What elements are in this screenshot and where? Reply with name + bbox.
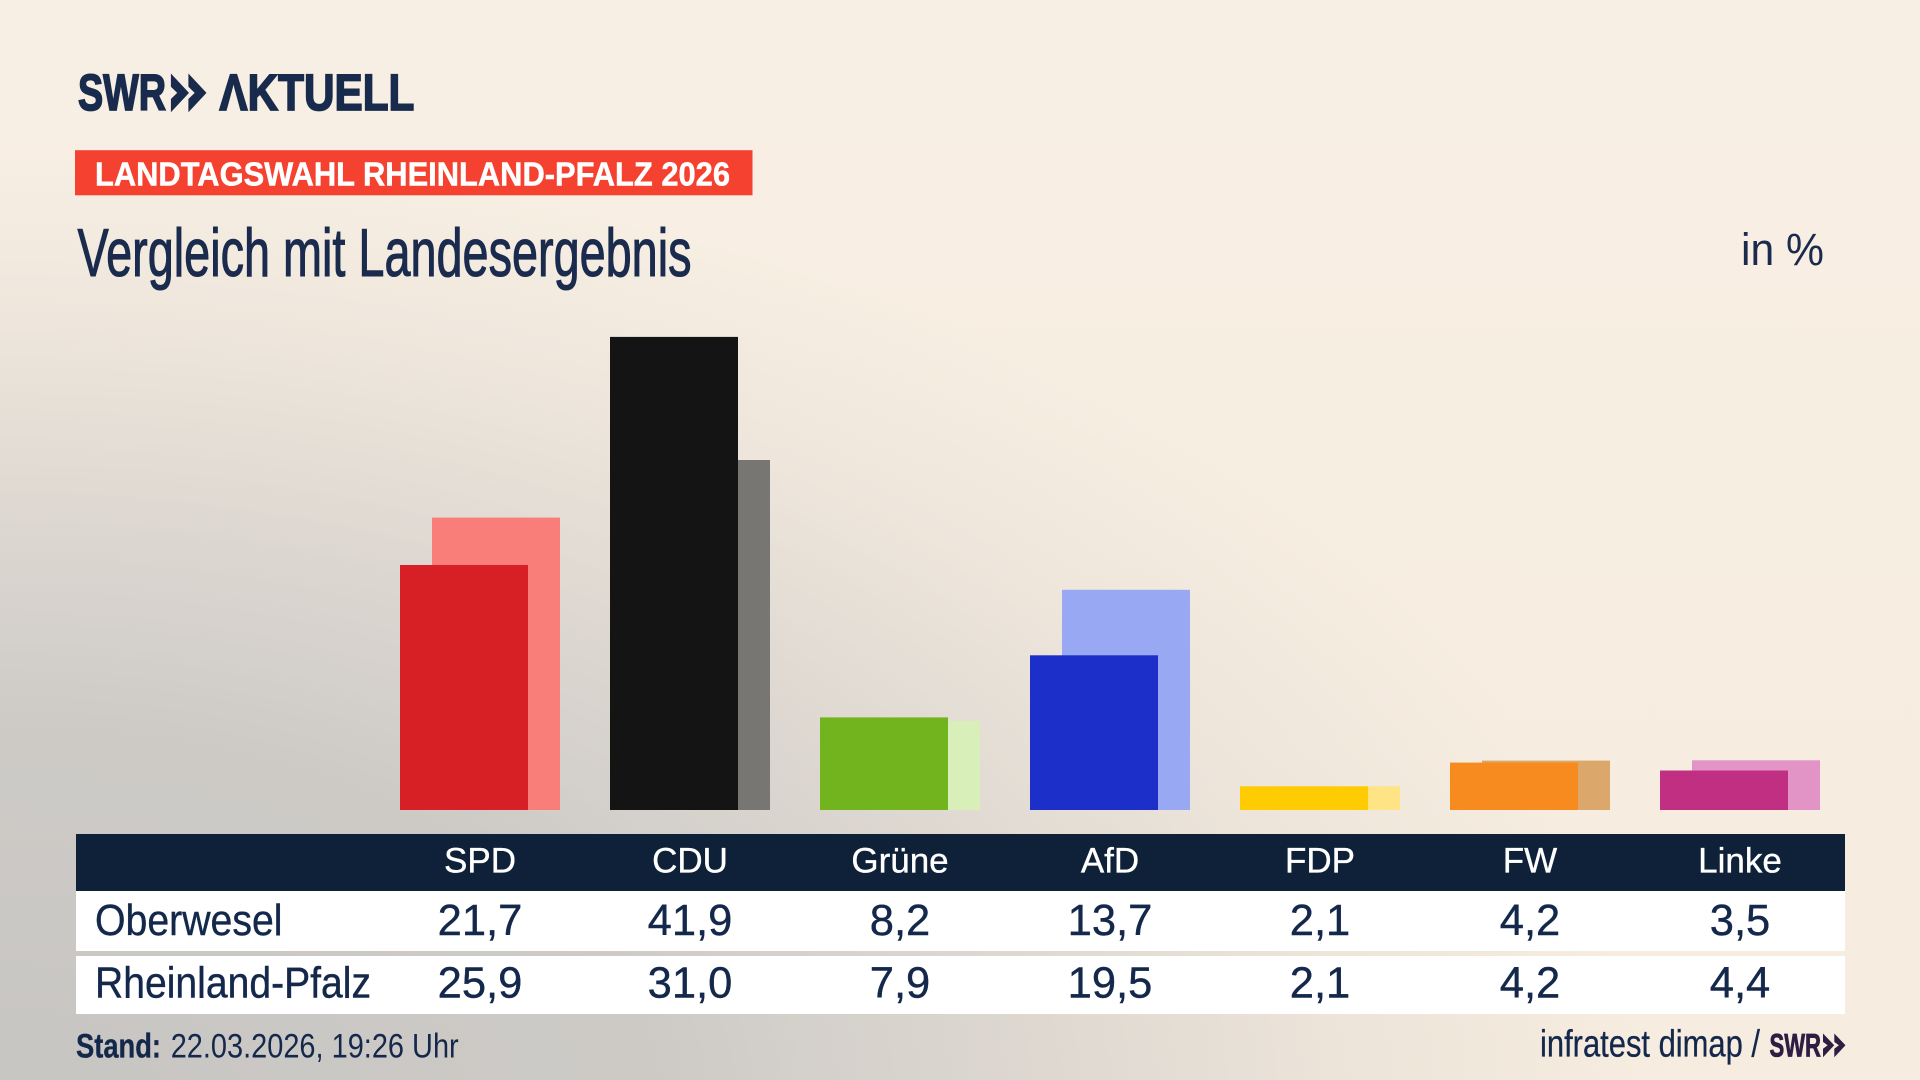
- svg-text:19,5: 19,5: [1068, 960, 1153, 1008]
- svg-text:SWR: SWR: [1770, 1028, 1822, 1064]
- svg-text:ΛKTUELL: ΛKTUELL: [219, 64, 414, 121]
- svg-text:2,1: 2,1: [1290, 960, 1350, 1008]
- svg-text:Vergleich mit Landesergebnis: Vergleich mit Landesergebnis: [78, 216, 692, 291]
- svg-text:4,2: 4,2: [1500, 960, 1560, 1008]
- svg-text:SPD: SPD: [444, 842, 516, 881]
- svg-text:3,5: 3,5: [1710, 897, 1770, 945]
- svg-text:Rheinland-Pfalz: Rheinland-Pfalz: [95, 960, 371, 1008]
- svg-text:25,9: 25,9: [438, 960, 523, 1008]
- svg-text:SWR: SWR: [78, 64, 166, 121]
- svg-text:Stand:: Stand:: [76, 1028, 161, 1066]
- svg-text:13,7: 13,7: [1068, 897, 1153, 945]
- svg-text:21,7: 21,7: [438, 897, 523, 945]
- svg-text:41,9: 41,9: [648, 897, 733, 945]
- svg-text:in %: in %: [1741, 224, 1824, 275]
- svg-text:CDU: CDU: [652, 842, 728, 881]
- svg-text:4,2: 4,2: [1500, 897, 1560, 945]
- svg-text:4,4: 4,4: [1710, 960, 1770, 1008]
- svg-text:31,0: 31,0: [648, 960, 733, 1008]
- svg-text:Grüne: Grüne: [851, 842, 948, 881]
- svg-text:AfD: AfD: [1081, 842, 1139, 881]
- svg-text:Linke: Linke: [1698, 842, 1782, 881]
- svg-text:infratest dimap /: infratest dimap /: [1540, 1024, 1760, 1066]
- svg-text:22.03.2026, 19:26 Uhr: 22.03.2026, 19:26 Uhr: [171, 1028, 459, 1066]
- svg-text:LANDTAGSWAHL RHEINLAND-PFALZ 2: LANDTAGSWAHL RHEINLAND-PFALZ 2026: [95, 157, 730, 194]
- svg-text:7,9: 7,9: [870, 960, 930, 1008]
- svg-text:8,2: 8,2: [870, 897, 930, 945]
- svg-text:Oberwesel: Oberwesel: [95, 897, 283, 945]
- svg-text:FDP: FDP: [1285, 842, 1355, 881]
- svg-text:FW: FW: [1503, 842, 1557, 881]
- svg-text:2,1: 2,1: [1290, 897, 1350, 945]
